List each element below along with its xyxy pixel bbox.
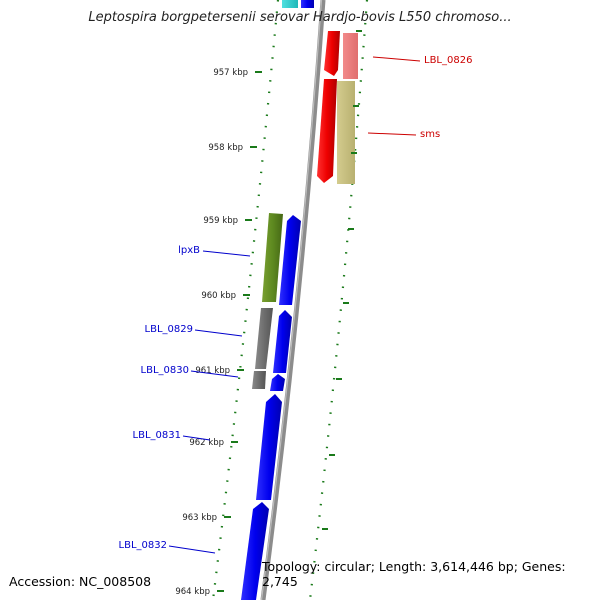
backbone-ring <box>260 0 326 600</box>
gene-lpxB-arrow <box>279 215 301 305</box>
gene-lpxB-subtrack <box>262 213 283 302</box>
callout-line <box>190 370 239 378</box>
gene-LBL_0829-arrow <box>273 310 292 373</box>
gene-label[interactable]: LBL_0831 <box>133 430 181 441</box>
scale-ticks: 957 kbp 958 kbp 959 kbp 960 kbp 961 kbp 962 k… <box>175 30 362 597</box>
gene-LBL_0826-subtrack <box>343 33 358 79</box>
map-title: Leptospira borgpetersenii serovar Hardjo… <box>88 10 512 25</box>
gene-LBL_0831-arrow <box>256 394 282 500</box>
gene-label[interactable]: LBL_0830 <box>141 365 189 376</box>
gene-label[interactable]: LBL_0832 <box>119 540 167 551</box>
gene-sms-subtrack <box>337 81 355 184</box>
topology-label: Topology: circular; Length: 3,614,446 bp… <box>262 559 566 589</box>
callout-line <box>168 545 216 554</box>
gene-label[interactable]: sms <box>420 129 440 140</box>
gene-sms-arrow <box>317 79 337 183</box>
gene-label[interactable]: LBL_0826 <box>424 55 472 66</box>
accession-label: Accession: NC_008508 <box>9 574 152 589</box>
callout-line <box>194 329 243 337</box>
inner-dotted-ring <box>211 0 280 600</box>
partial-gene-blue-top <box>301 0 314 8</box>
scale-label: 959 kbp <box>203 216 238 226</box>
gene-LBL_0829-subtrack <box>255 308 273 369</box>
backbone-ring-highlight <box>260 0 323 600</box>
gene-label[interactable]: lpxB <box>178 245 200 256</box>
gene-label[interactable]: LBL_0829 <box>145 324 193 335</box>
callout-line <box>182 435 211 441</box>
scale-label: 958 kbp <box>208 143 243 153</box>
callout-line <box>367 132 417 136</box>
scale-label: 963 kbp <box>182 513 217 523</box>
scale-label: 957 kbp <box>213 68 248 78</box>
scale-label: 964 kbp <box>175 587 210 597</box>
callout-line <box>372 56 421 62</box>
gene-LBL_0832-arrow <box>241 502 269 600</box>
scale-label: 960 kbp <box>201 291 236 301</box>
gene-LBL_0830-arrow <box>270 374 285 391</box>
outer-dotted-ring <box>308 0 369 600</box>
gene-LBL_0826-arrow <box>324 31 340 76</box>
gene-LBL_0830-subtrack <box>252 371 266 389</box>
scale-label: 961 kbp <box>195 366 230 376</box>
scale-label: 962 kbp <box>189 438 224 448</box>
partial-gene-cyan <box>282 0 298 8</box>
callout-line <box>202 250 251 257</box>
